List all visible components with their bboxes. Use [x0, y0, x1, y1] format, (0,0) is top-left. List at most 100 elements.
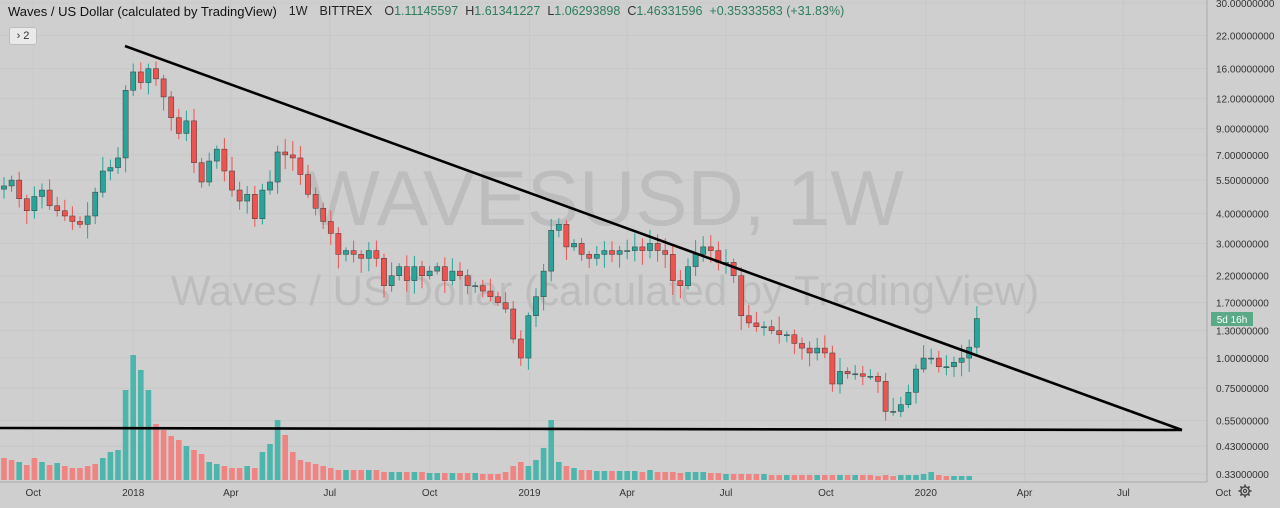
price-tick-label: 1.30000000	[1216, 327, 1269, 338]
volume-bar	[495, 474, 501, 480]
candle-body	[791, 334, 798, 344]
volume-bar	[860, 475, 866, 480]
symbol-title[interactable]: Waves / US Dollar (calculated by Trading…	[8, 4, 277, 19]
candle-body	[350, 250, 357, 255]
trendlines[interactable]	[0, 44, 1183, 432]
volume-bar	[738, 474, 744, 480]
candle-body	[289, 154, 296, 159]
price-tick-label: 0.43000000	[1216, 442, 1269, 453]
candles	[1, 61, 980, 421]
candle-body	[267, 181, 273, 191]
ohlc-open: O1.11145597	[384, 4, 459, 18]
candle-body	[669, 254, 676, 281]
price-tick-label: 12.00000000	[1216, 95, 1275, 106]
candle-body	[495, 296, 501, 303]
candle-body	[84, 215, 91, 225]
candle-body	[487, 290, 494, 297]
volume-bar	[920, 474, 927, 480]
candle-body	[373, 250, 380, 259]
descending-trendline[interactable]	[124, 44, 1183, 432]
candle-body	[77, 221, 83, 225]
volume-bar	[943, 476, 950, 480]
horizontal-support-line[interactable]	[0, 426, 1183, 432]
candle-body	[875, 376, 881, 382]
candle-body	[586, 254, 593, 259]
volume-bar	[282, 435, 288, 480]
volume-bar	[692, 472, 699, 480]
volume-bar	[350, 470, 357, 480]
candle-body	[601, 250, 608, 255]
candle-body	[905, 392, 912, 405]
volume-bar	[966, 476, 972, 480]
indicators-toggle-button[interactable]: › 2	[9, 27, 37, 45]
volume-bar	[654, 472, 661, 480]
candle-body	[365, 250, 372, 259]
price-tick-label: 3.00000000	[1216, 239, 1269, 250]
candle-body	[479, 285, 486, 292]
price-axis[interactable]: 30.00000000 22.00000000 16.00000000 12.0000…	[1206, 0, 1275, 482]
grid	[0, 0, 1223, 482]
candle-body	[419, 266, 425, 276]
candle-body	[236, 189, 243, 202]
time-tick-label: Jul	[720, 488, 733, 499]
candle-body	[61, 210, 68, 217]
candle-body	[685, 266, 691, 286]
candle-body	[464, 275, 471, 286]
candle-body	[168, 96, 175, 118]
candle-body	[396, 266, 403, 276]
candle-body	[259, 189, 266, 219]
time-tick-label: Jul	[323, 488, 336, 499]
candle-body	[198, 162, 205, 183]
candle-body	[16, 179, 23, 199]
volume-bar	[92, 464, 98, 480]
candle-body	[426, 270, 433, 276]
volume-bar	[639, 472, 646, 480]
candle-body	[130, 71, 137, 91]
volume-bar	[305, 462, 311, 480]
candle-body	[654, 243, 661, 251]
volume-bar	[472, 473, 478, 480]
volume-bar	[700, 472, 706, 480]
volume-bar	[449, 473, 456, 480]
volume-bar	[852, 475, 858, 480]
volume-bar	[24, 465, 30, 480]
volume-bar	[480, 474, 486, 480]
volume-bar	[100, 458, 106, 480]
candle-body	[411, 266, 418, 281]
time-tick-label: Oct	[422, 488, 438, 499]
candle-body	[624, 250, 631, 252]
candle-body	[882, 381, 889, 412]
exchange: BITTREX	[319, 4, 373, 18]
volume-bar	[388, 472, 395, 480]
volume-bar	[594, 471, 600, 480]
candle-body	[913, 368, 919, 393]
interval[interactable]: 1W	[288, 4, 308, 18]
candle-body	[449, 270, 456, 281]
candle-body	[175, 117, 182, 134]
time-axis[interactable]: Oct 2018 Apr Jul Oct 2019 Apr Jul Oct 2020 Apr Jul O…	[0, 481, 1231, 499]
volume-bar	[404, 472, 410, 480]
candle-body	[897, 404, 904, 412]
volume-bar	[905, 475, 912, 480]
candle-body	[457, 270, 463, 276]
candle-body	[533, 296, 539, 316]
candle-body	[388, 275, 395, 286]
volume-bar	[784, 475, 790, 480]
countdown-label: 5d 16h	[1217, 315, 1248, 326]
ohlc-high: H1.61341227	[465, 4, 541, 18]
volume-bar	[138, 370, 144, 480]
candle-body	[677, 280, 684, 286]
volume-bar	[160, 430, 167, 480]
candle-body	[852, 373, 859, 376]
volume-bar	[662, 472, 668, 480]
time-tick-label: 2019	[518, 488, 541, 499]
volume-bar	[708, 473, 714, 480]
volume-bar	[464, 473, 471, 480]
candle-body	[761, 326, 767, 328]
candle-body	[578, 243, 585, 255]
candle-body	[814, 347, 821, 354]
volume-bar	[822, 475, 828, 480]
gear-icon[interactable]	[1238, 484, 1252, 498]
